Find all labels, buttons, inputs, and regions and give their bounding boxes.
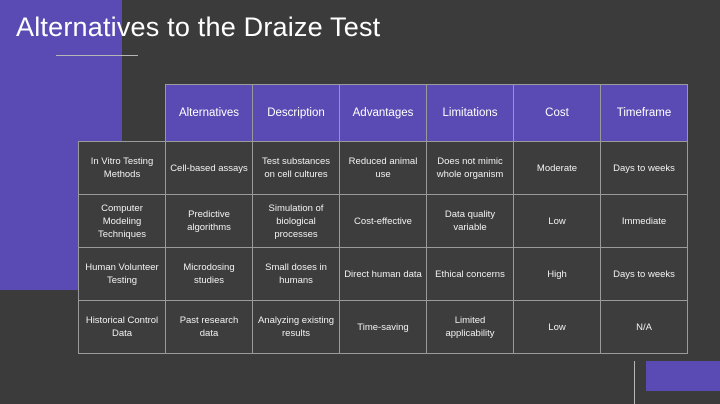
- cell-alternative: Microdosing studies: [165, 247, 253, 301]
- cell-alternative: Past research data: [165, 300, 253, 354]
- cell-limitations: Ethical concerns: [426, 247, 514, 301]
- header-limitations: Limitations: [426, 84, 514, 142]
- cell-timeframe: Days to weeks: [600, 141, 688, 195]
- table-corner-cell: [79, 85, 166, 142]
- table-row: Human Volunteer Testing Microdosing stud…: [78, 247, 688, 301]
- row-method-label: In Vitro Testing Methods: [78, 141, 166, 195]
- cell-limitations: Does not mimic whole organism: [426, 141, 514, 195]
- cell-cost: Low: [513, 194, 601, 248]
- cell-advantages: Direct human data: [339, 247, 427, 301]
- cell-alternative: Predictive algorithms: [165, 194, 253, 248]
- cell-description: Simulation of biological processes: [252, 194, 340, 248]
- title-underline: [56, 55, 138, 56]
- header-advantages: Advantages: [339, 84, 427, 142]
- header-alternatives: Alternatives: [165, 84, 253, 142]
- row-method-label: Historical Control Data: [78, 300, 166, 354]
- cell-timeframe: Immediate: [600, 194, 688, 248]
- table-header-row: Alternatives Description Advantages Limi…: [79, 84, 688, 142]
- alternatives-table: Alternatives Description Advantages Limi…: [78, 84, 688, 354]
- header-timeframe: Timeframe: [600, 84, 688, 142]
- cell-description: Small doses in humans: [252, 247, 340, 301]
- cell-cost: Moderate: [513, 141, 601, 195]
- row-method-label: Computer Modeling Techniques: [78, 194, 166, 248]
- bottom-right-accent-block: [646, 361, 720, 391]
- cell-description: Analyzing existing results: [252, 300, 340, 354]
- cell-advantages: Time-saving: [339, 300, 427, 354]
- cell-timeframe: N/A: [600, 300, 688, 354]
- cell-advantages: Reduced animal use: [339, 141, 427, 195]
- cell-cost: High: [513, 247, 601, 301]
- cell-advantages: Cost-effective: [339, 194, 427, 248]
- table-row: Computer Modeling Techniques Predictive …: [78, 194, 688, 248]
- bottom-right-accent-line: [634, 361, 635, 404]
- cell-limitations: Data quality variable: [426, 194, 514, 248]
- cell-cost: Low: [513, 300, 601, 354]
- cell-description: Test substances on cell cultures: [252, 141, 340, 195]
- cell-limitations: Limited applicability: [426, 300, 514, 354]
- row-method-label: Human Volunteer Testing: [78, 247, 166, 301]
- slide-title: Alternatives to the Draize Test: [16, 12, 381, 42]
- table-row: In Vitro Testing Methods Cell-based assa…: [78, 141, 688, 195]
- cell-alternative: Cell-based assays: [165, 141, 253, 195]
- header-cost: Cost: [513, 84, 601, 142]
- cell-timeframe: Days to weeks: [600, 247, 688, 301]
- header-description: Description: [252, 84, 340, 142]
- table-row: Historical Control Data Past research da…: [78, 300, 688, 354]
